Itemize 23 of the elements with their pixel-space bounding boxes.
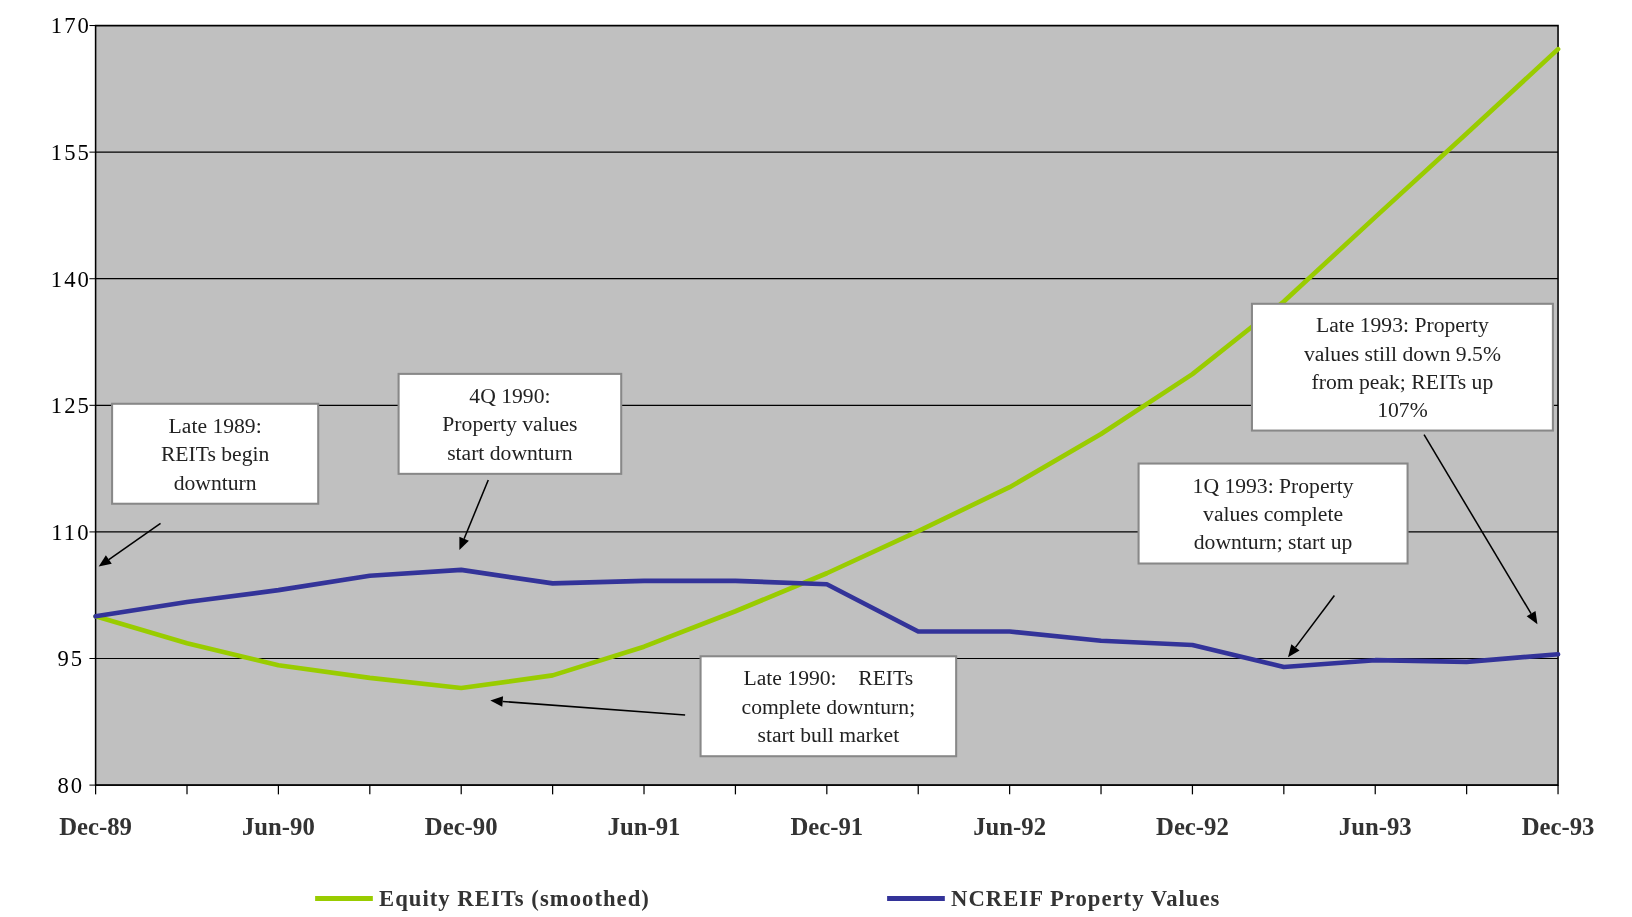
x-tick-label: Jun-90 [242,812,315,840]
annotation: Late 1989: REITs begin downturn [160,413,270,495]
y-tick-label: 125 [50,393,91,419]
x-tick-label: Jun-92 [973,812,1047,840]
y-tick-label: 95 [57,646,85,672]
y-tick-label: 80 [57,773,85,799]
annotation: Late 1993: Property values still down 9.5% from peak; REITs up 107% [1303,313,1501,423]
x-tick-label: Dec-91 [790,812,864,840]
x-tick-label: Dec-89 [59,812,132,840]
legend-label: NCREIF Property Values [951,886,1221,912]
x-tick-label: Jun-91 [607,812,681,840]
y-tick-label: 110 [51,519,91,545]
x-tick-label: Dec-90 [424,812,498,840]
annotation: 1Q 1993: Property values complete downturn; start up [1192,473,1354,555]
annotation: Late 1990: REITs complete downturn; start bull market [741,666,916,748]
x-tick-label: Dec-93 [1521,812,1595,840]
x-tick-label: Dec-92 [1156,812,1229,840]
legend-label: Equity REITs (smoothed) [379,886,650,912]
x-tick-label: Jun-93 [1338,812,1412,840]
annotation: 4Q 1990: Property values start downturn [442,384,578,465]
y-tick-label: 155 [50,140,91,166]
y-tick-label: 170 [50,13,91,39]
y-tick-label: 140 [50,266,91,292]
